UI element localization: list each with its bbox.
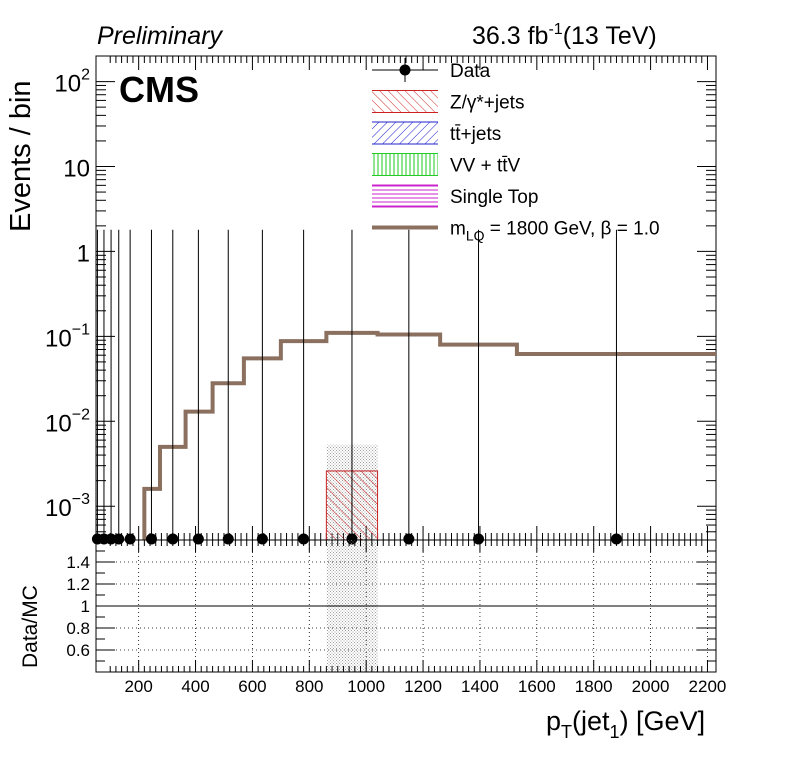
legend-swatch [372, 122, 438, 144]
data-point [145, 533, 157, 545]
x-tick-label: 1000 [347, 677, 385, 696]
x-axis-label: pT(jet1) [GeV] [546, 706, 705, 742]
x-tick-label: 1400 [461, 677, 499, 696]
data-point [610, 533, 622, 545]
x-tick-label: 2200 [689, 677, 727, 696]
legend-label: Z/γ*+jets [450, 93, 524, 114]
x-tick-label: 200 [124, 677, 152, 696]
x-tick-label: 1200 [404, 677, 442, 696]
y-axis-label: Events / bin [5, 80, 37, 232]
x-tick-label: 1800 [575, 677, 613, 696]
ratio-y-tick-label: 0.8 [66, 619, 90, 638]
ratio-y-tick-label: 1 [81, 597, 90, 616]
x-tick-label: 400 [181, 677, 209, 696]
data-points [91, 229, 622, 545]
lumi-value: 36.3 fb [472, 22, 548, 50]
ratio-y-tick-label: 1.4 [66, 553, 90, 572]
legend-label: Data [450, 61, 491, 82]
main-y-tick-labels: 102 10 1 10−1 10−2 10−3 [45, 67, 90, 523]
data-point [192, 533, 204, 545]
data-point [124, 533, 136, 545]
legend-label: VV + tt̄V [450, 156, 521, 177]
x-label-p: p [546, 706, 561, 736]
data-point [403, 533, 415, 545]
legend-entry: mLQ = 1800 GeV, β = 1.0 [372, 219, 660, 244]
legend-swatch [372, 90, 438, 113]
ratio-axes: 0.6 0.8 1 1.2 1.4 200 400 600 800 1000 1200 1400 160… [66, 540, 726, 696]
legend-swatch [372, 153, 438, 176]
legend-entry: tt̄+jets [372, 121, 501, 145]
legend-entry: VV + tt̄V [372, 153, 521, 177]
ratio-y-tick-label: 0.6 [66, 641, 90, 660]
data-point [256, 533, 268, 545]
data-point [473, 533, 485, 545]
ratio-content [96, 540, 716, 672]
legend-entry: Single Top [372, 184, 538, 208]
legend-entry: Data [372, 58, 491, 82]
y-tick-label: 102 [54, 67, 90, 98]
legend-data-marker [399, 64, 411, 76]
legend-label: tt̄+jets [450, 124, 501, 145]
y-tick-label: 1 [77, 240, 90, 267]
ratio-grid [96, 540, 716, 672]
legend-entry: Z/γ*+jets [372, 90, 524, 114]
data-point [105, 533, 117, 545]
x-label-close: ) [GeV] [620, 706, 706, 736]
x-tick-label: 2000 [632, 677, 670, 696]
legend-swatch [372, 185, 438, 207]
x-tick-label: 800 [295, 677, 323, 696]
data-point [298, 533, 310, 545]
data-point [222, 533, 234, 545]
signal-histogram [142, 330, 716, 540]
x-tick-label: 600 [238, 677, 266, 696]
ratio-y-axis-label: Data/MC [19, 585, 42, 668]
ratio-y-tick-label: 1.2 [66, 575, 90, 594]
signal-step-line [142, 330, 716, 540]
energy-value: (13 TeV) [563, 22, 657, 50]
data-point [167, 533, 179, 545]
x-label-open: (jet [572, 706, 610, 736]
x-label-p-sub: T [561, 722, 572, 742]
luminosity-label: 36.3 fb-1(13 TeV) [472, 21, 657, 50]
x-tick-label: 1600 [518, 677, 556, 696]
y-tick-label: 10−2 [45, 406, 90, 437]
cms-label: CMS [119, 69, 199, 110]
preliminary-label: Preliminary [97, 22, 224, 50]
legend-label: mLQ = 1800 GeV, β = 1.0 [450, 219, 660, 244]
legend-label: Single Top [450, 187, 538, 208]
lumi-exponent: -1 [548, 21, 562, 38]
y-tick-label: 10 [63, 155, 90, 182]
x-label-jet-sub: 1 [610, 722, 620, 742]
y-tick-label: 10−3 [45, 491, 90, 522]
y-tick-label: 10−1 [45, 321, 90, 352]
data-point [113, 533, 125, 545]
legend: Data Z/γ*+jets tt̄+jets VV + tt̄V Single Top… [372, 58, 660, 244]
